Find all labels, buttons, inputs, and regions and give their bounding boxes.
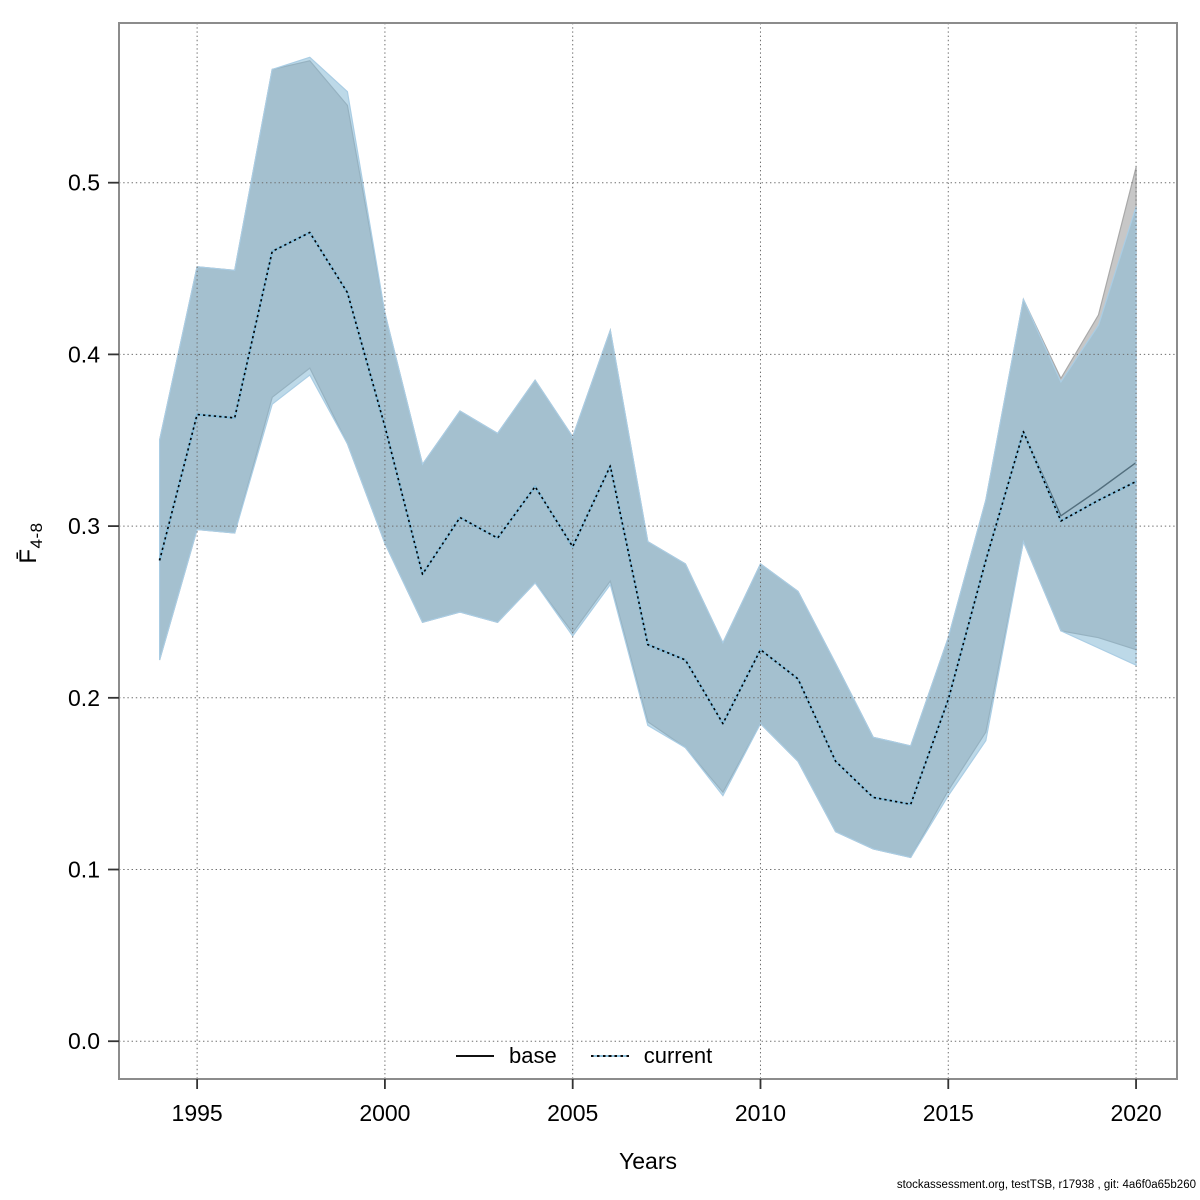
legend-label-base: base: [509, 1043, 557, 1068]
y-axis-title: F̄4-8: [15, 522, 47, 563]
x-axis-title: Years: [619, 1148, 677, 1174]
y-tick-label-0.3: 0.3: [68, 513, 100, 539]
legend-item-current: current: [590, 1043, 713, 1069]
x-tick-label-2000: 2000: [359, 1100, 410, 1126]
legend-line-base-icon: [456, 1054, 494, 1058]
legend-line-current-icon: [590, 1054, 629, 1058]
x-tick-label-2010: 2010: [735, 1100, 786, 1126]
y-axis-title-sub: 4-8: [26, 522, 46, 549]
legend-item-base: base: [456, 1043, 557, 1069]
x-tick-label-1995: 1995: [172, 1100, 223, 1126]
y-tick-label-0.0: 0.0: [68, 1028, 100, 1054]
y-tick-label-0.5: 0.5: [68, 170, 100, 196]
x-tick-label-2015: 2015: [923, 1100, 974, 1126]
legend: base current: [456, 1043, 712, 1069]
plot-border: [118, 22, 1178, 1080]
current-line-dotted: [158, 231, 1137, 806]
y-tick-label-0.4: 0.4: [68, 341, 100, 367]
watermark-text: stockassessment.org, testTSB, r17938 , g…: [896, 1179, 1196, 1191]
y-tick-label-0.1: 0.1: [68, 857, 100, 883]
legend-label-current: current: [643, 1043, 713, 1068]
x-tick-label-2020: 2020: [1110, 1100, 1161, 1126]
current-confidence-band: [159, 56, 1137, 859]
x-tick-label-2005: 2005: [547, 1100, 598, 1126]
y-tick-label-0.2: 0.2: [68, 685, 100, 711]
y-axis-title-main: F̄: [15, 548, 43, 564]
